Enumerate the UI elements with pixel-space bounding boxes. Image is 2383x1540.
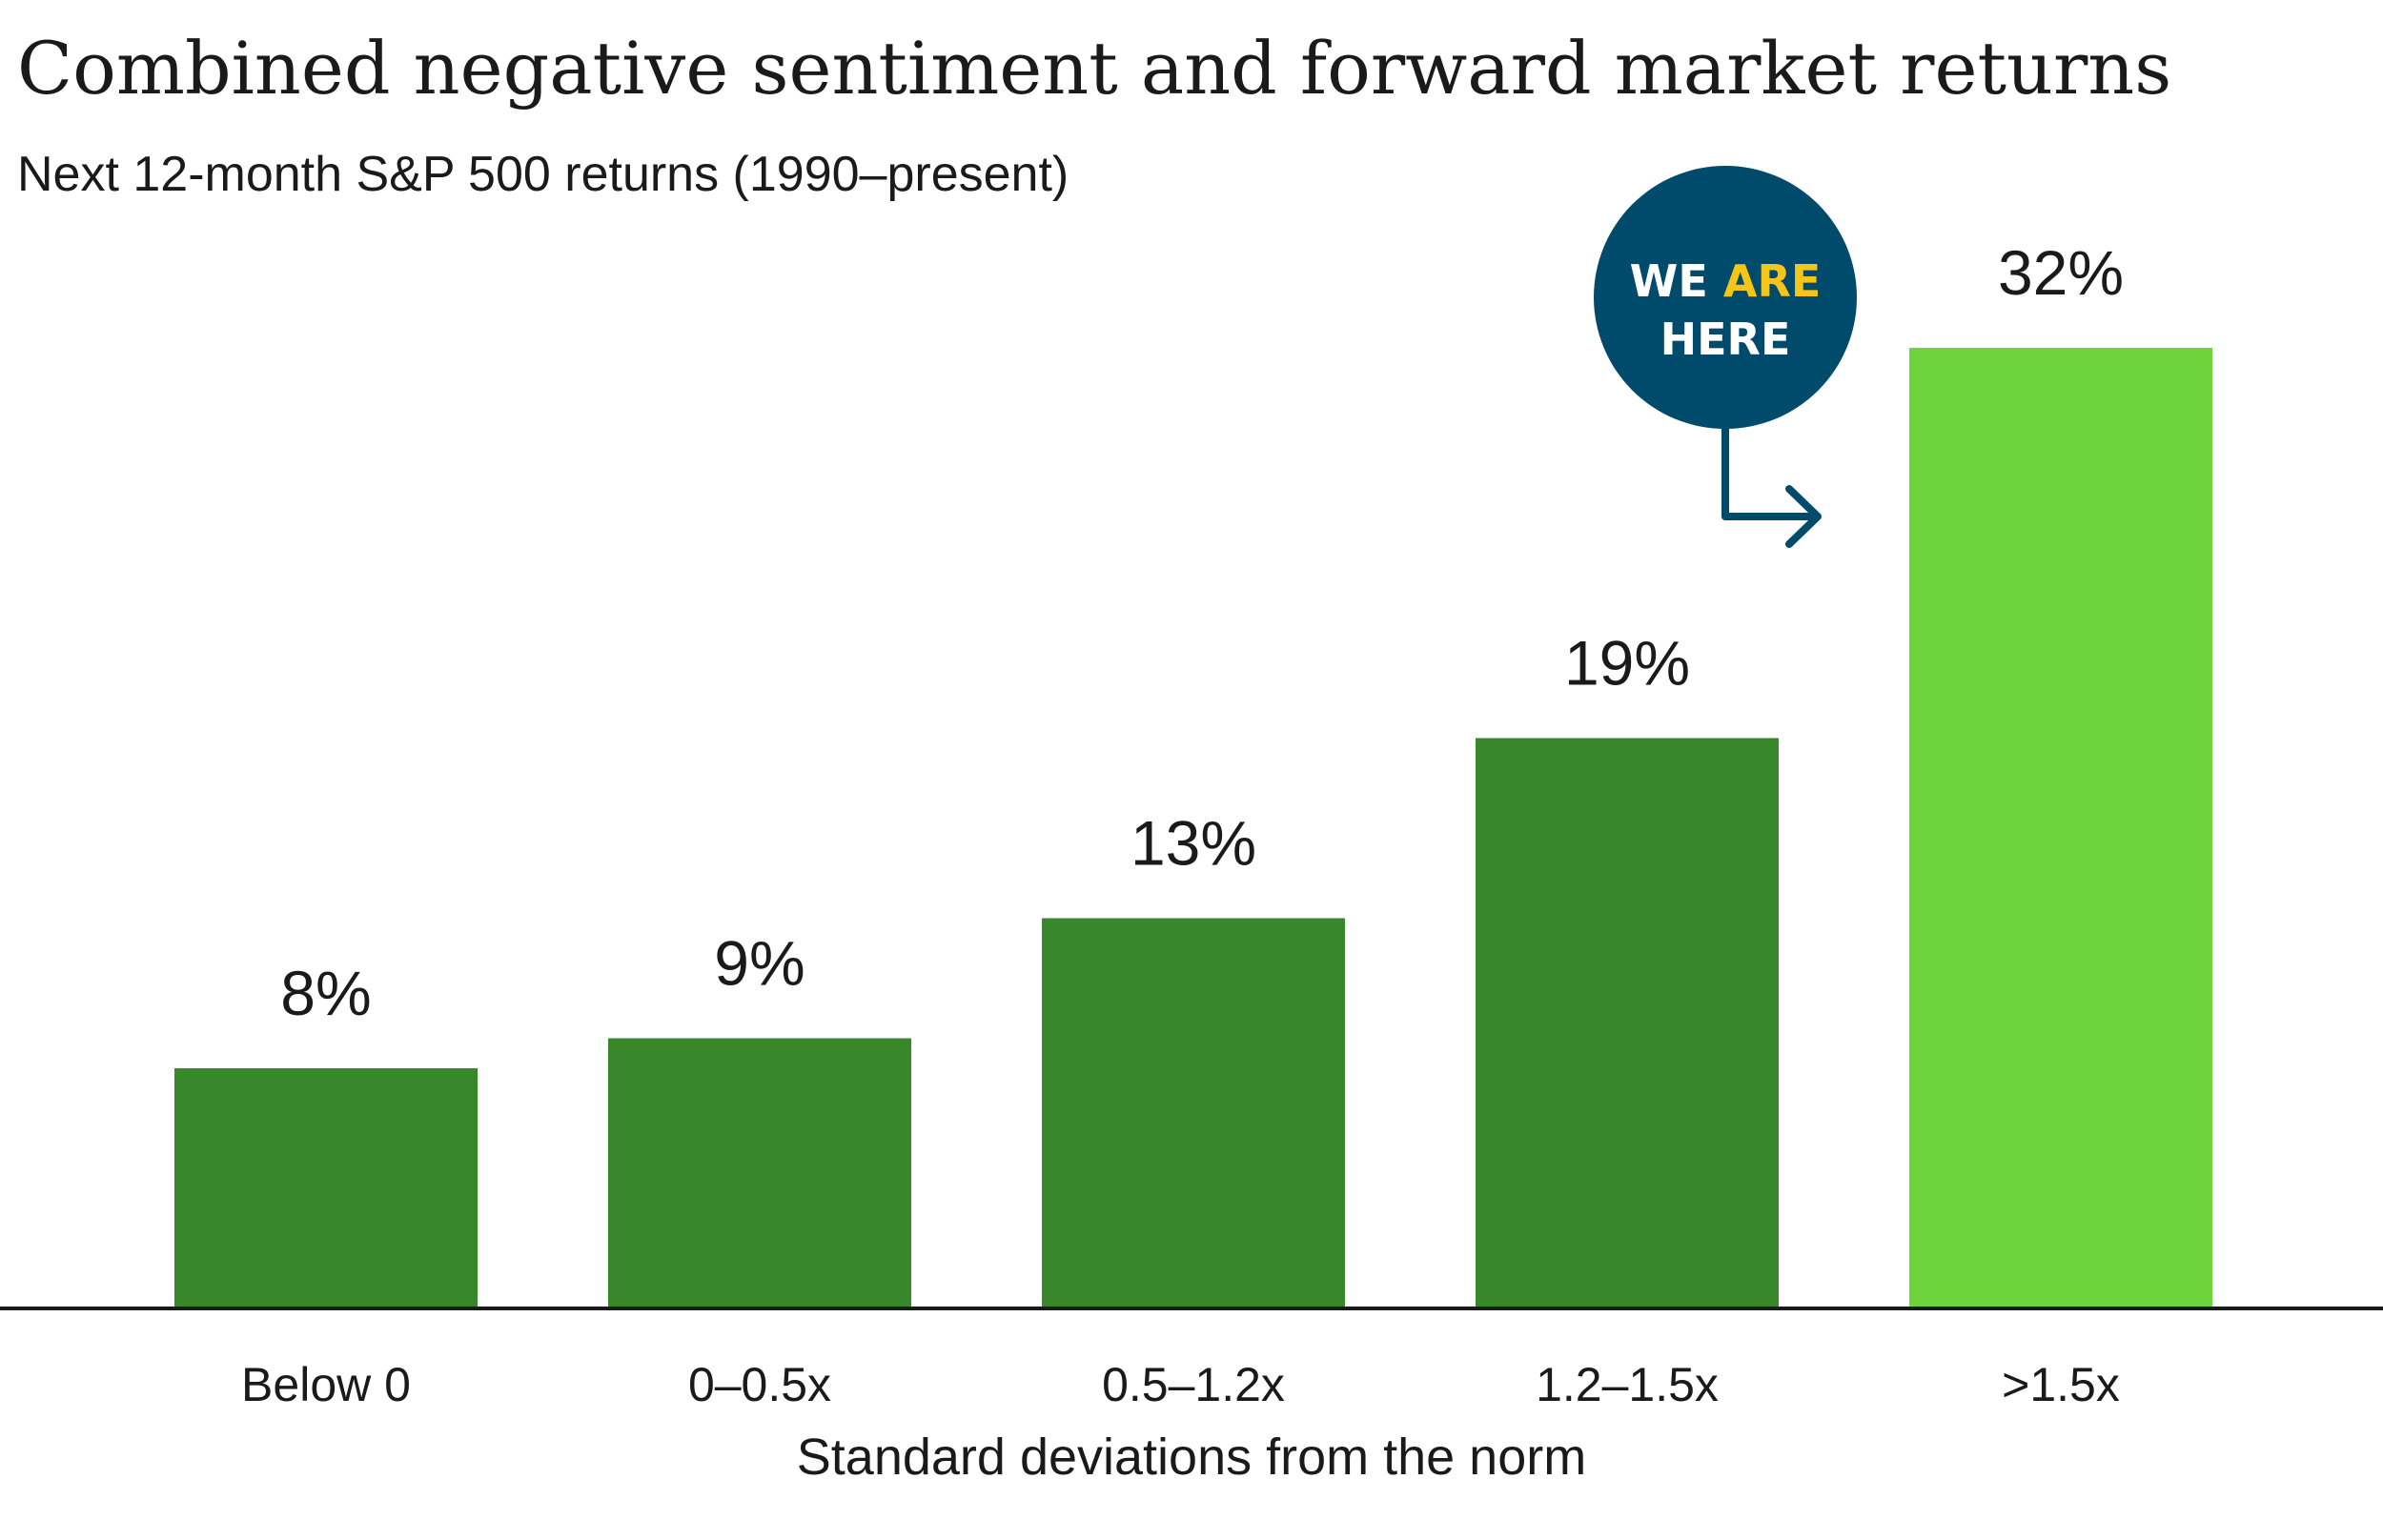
tick-label-5: >1.5x — [2002, 1358, 2120, 1411]
bar-2 — [608, 1038, 911, 1308]
value-label-4: 19% — [1564, 628, 1690, 699]
chart-subtitle: Next 12-month S&P 500 returns (1990–pres… — [17, 147, 1069, 202]
callout-line-2: HERE — [1660, 314, 1791, 365]
bar-1 — [174, 1068, 478, 1308]
bar-5 — [1909, 348, 2212, 1308]
callout-word-we: WE — [1630, 255, 1708, 307]
callout-arrow-icon — [1721, 423, 1822, 548]
bar-3 — [1042, 918, 1345, 1308]
tick-label-3: 0.5–1.2x — [1102, 1358, 1285, 1411]
bar-4 — [1476, 738, 1779, 1308]
we-are-here-callout: WE ARE HERE — [1594, 166, 1857, 548]
tick-label-1: Below 0 — [241, 1358, 411, 1411]
value-label-2: 9% — [714, 928, 805, 999]
tick-label-2: 0–0.5x — [688, 1358, 831, 1411]
value-label-3: 13% — [1130, 808, 1256, 879]
callout-circle — [1594, 166, 1857, 429]
value-label-5: 32% — [1998, 237, 2124, 308]
value-label-1: 8% — [280, 958, 371, 1028]
tick-label-4: 1.2–1.5x — [1536, 1358, 1719, 1411]
callout-word-are: ARE — [1723, 255, 1821, 307]
chart-title: Combined negative sentiment and forward … — [17, 26, 2171, 111]
tick-labels-group: Below 0 0–0.5x 0.5–1.2x 1.2–1.5x >1.5x — [241, 1358, 2120, 1411]
bars-group — [174, 348, 2212, 1308]
x-axis-label: Standard deviations from the norm — [797, 1429, 1586, 1486]
callout-line-1: WE ARE — [1630, 255, 1822, 307]
value-labels-group: 8% 9% 13% 19% 32% — [280, 237, 2124, 1028]
